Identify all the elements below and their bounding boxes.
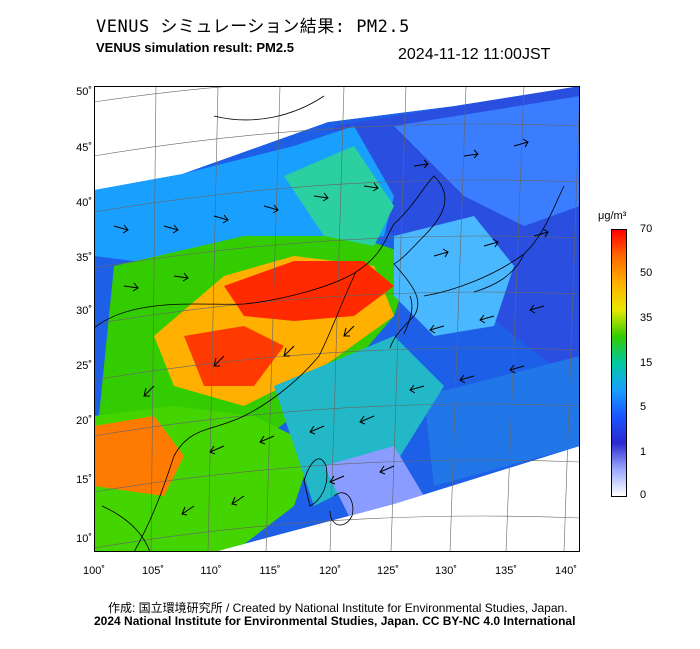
colorbar-tick-label: 35 [640, 312, 653, 324]
lon-tick-label: 115˚ [259, 565, 281, 577]
lat-tick-label: 15˚ [76, 474, 92, 486]
lon-tick-label: 100˚ [82, 565, 106, 577]
lon-tick-label: 135˚ [494, 565, 518, 577]
graticule [94, 86, 580, 552]
lon-tick-label: 105˚ [141, 565, 165, 577]
lat-tick-label: 30˚ [76, 305, 92, 317]
colorbar-tick-label: 1 [640, 446, 647, 458]
lon-tick-label: 140˚ [554, 565, 578, 577]
lon-tick-label: 110˚ [200, 565, 222, 577]
map-title-ja: VENUS シミュレーション結果: PM2.5 [96, 17, 410, 37]
colorbar [611, 229, 627, 497]
colorbar-tick-label: 70 [640, 223, 653, 235]
lat-tick-label: 35˚ [76, 252, 92, 264]
wind-vectors [113, 138, 549, 516]
colorbar-unit: μg/m³ [598, 210, 627, 222]
lon-tick-label: 130˚ [434, 565, 458, 577]
lat-tick-label: 20˚ [76, 415, 92, 427]
coastlines [94, 95, 565, 552]
lat-tick-label: 40˚ [76, 197, 92, 209]
pm25-map [94, 86, 580, 552]
lat-tick-label: 50˚ [76, 86, 92, 98]
colorbar-tick-label: 15 [640, 357, 653, 369]
lat-tick-label: 10˚ [76, 533, 92, 545]
credit-line-1: 作成: 国立環境研究所 / Created by National Instit… [108, 601, 568, 615]
lat-tick-label: 45˚ [76, 142, 92, 154]
map-title-en: VENUS simulation result: PM2.5 [96, 40, 294, 55]
colorbar-tick-label: 0 [640, 489, 647, 501]
lon-tick-label: 120˚ [318, 565, 342, 577]
credit-line-2: 2024 National Institute for Environmenta… [94, 614, 576, 628]
lat-tick-label: 25˚ [76, 360, 92, 372]
colorbar-tick-label: 50 [640, 267, 653, 279]
forecast-timestamp: 2024-11-12 11:00JST [398, 46, 551, 63]
lon-tick-label: 125˚ [376, 565, 400, 577]
colorbar-tick-label: 5 [640, 401, 647, 413]
